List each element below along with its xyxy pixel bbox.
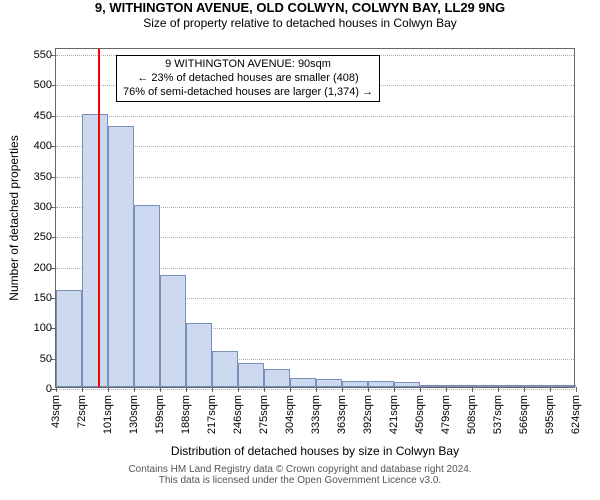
x-tick-label: 72sqm [76, 395, 88, 428]
x-tick-mark [238, 387, 239, 392]
x-tick-mark [368, 387, 369, 392]
histogram-bar [420, 385, 446, 387]
x-tick-mark [82, 387, 83, 392]
histogram-bar [446, 385, 472, 387]
histogram-bar [186, 323, 212, 387]
chart-subtitle: Size of property relative to detached ho… [0, 16, 600, 31]
histogram-bar [108, 126, 134, 387]
plot-area: 05010015020025030035040045050055043sqm72… [55, 48, 575, 388]
histogram-bar [238, 363, 264, 387]
chart-footer: Contains HM Land Registry data © Crown c… [0, 464, 600, 486]
x-tick-label: 479sqm [440, 395, 452, 434]
y-tick-label: 0 [46, 383, 56, 395]
grid-line [56, 116, 574, 117]
histogram-bar [342, 381, 368, 387]
y-tick-label: 450 [34, 110, 56, 122]
histogram-bar [82, 114, 108, 387]
y-tick-label: 550 [34, 49, 56, 61]
x-tick-mark [134, 387, 135, 392]
x-tick-mark [550, 387, 551, 392]
y-tick-label: 200 [34, 262, 56, 274]
x-tick-label: 188sqm [180, 395, 192, 434]
x-tick-label: 537sqm [492, 395, 504, 434]
histogram-bar [264, 369, 290, 387]
x-tick-label: 450sqm [414, 395, 426, 434]
footer-line-2: This data is licensed under the Open Gov… [0, 475, 600, 486]
x-tick-label: 421sqm [388, 395, 400, 434]
histogram-bar [134, 205, 160, 387]
x-tick-label: 130sqm [128, 395, 140, 434]
x-tick-mark [342, 387, 343, 392]
x-tick-mark [290, 387, 291, 392]
x-tick-label: 304sqm [284, 395, 296, 434]
y-tick-label: 350 [34, 171, 56, 183]
x-tick-mark [446, 387, 447, 392]
histogram-bar [472, 385, 498, 387]
y-tick-label: 250 [34, 231, 56, 243]
x-tick-label: 43sqm [50, 395, 62, 428]
y-tick-label: 500 [34, 79, 56, 91]
y-axis-title: Number of detached properties [7, 135, 21, 300]
x-tick-label: 275sqm [258, 395, 270, 434]
annotation-line-2: ← 23% of detached houses are smaller (40… [123, 72, 373, 86]
x-tick-mark [498, 387, 499, 392]
x-tick-label: 333sqm [310, 395, 322, 434]
x-tick-label: 566sqm [518, 395, 530, 434]
histogram-bar [56, 290, 82, 387]
histogram-bar [212, 351, 238, 387]
x-tick-mark [394, 387, 395, 392]
x-tick-label: 101sqm [102, 395, 114, 434]
x-tick-label: 595sqm [544, 395, 556, 434]
x-tick-mark [56, 387, 57, 392]
histogram-bar [498, 385, 524, 387]
histogram-bar [316, 379, 342, 388]
x-tick-label: 392sqm [362, 395, 374, 434]
x-tick-label: 217sqm [206, 395, 218, 434]
x-tick-label: 246sqm [232, 395, 244, 434]
y-tick-label: 150 [34, 292, 56, 304]
annotation-line-1: 9 WITHINGTON AVENUE: 90sqm [123, 58, 373, 72]
histogram-bar [290, 378, 316, 387]
histogram-bar [394, 382, 420, 387]
x-tick-mark [576, 387, 577, 392]
x-tick-label: 363sqm [336, 395, 348, 434]
y-tick-label: 100 [34, 322, 56, 334]
x-tick-label: 624sqm [570, 395, 582, 434]
x-tick-mark [160, 387, 161, 392]
x-tick-mark [108, 387, 109, 392]
x-tick-mark [186, 387, 187, 392]
x-tick-mark [264, 387, 265, 392]
annotation-box: 9 WITHINGTON AVENUE: 90sqm ← 23% of deta… [116, 55, 380, 102]
x-axis-title: Distribution of detached houses by size … [171, 444, 459, 458]
x-tick-mark [472, 387, 473, 392]
y-tick-label: 400 [34, 140, 56, 152]
histogram-bar [550, 385, 576, 387]
histogram-bar [368, 381, 394, 387]
y-tick-label: 50 [40, 353, 56, 365]
y-tick-label: 300 [34, 201, 56, 213]
x-tick-mark [212, 387, 213, 392]
histogram-bar [160, 275, 186, 387]
x-tick-mark [524, 387, 525, 392]
x-tick-mark [420, 387, 421, 392]
footer-line-1: Contains HM Land Registry data © Crown c… [0, 464, 600, 475]
x-tick-label: 508sqm [466, 395, 478, 434]
annotation-line-3: 76% of semi-detached houses are larger (… [123, 86, 373, 100]
histogram-bar [524, 385, 550, 387]
x-tick-mark [316, 387, 317, 392]
chart-title: 9, WITHINGTON AVENUE, OLD COLWYN, COLWYN… [0, 0, 600, 16]
subject-marker-line [98, 49, 100, 387]
x-tick-label: 159sqm [154, 395, 166, 434]
